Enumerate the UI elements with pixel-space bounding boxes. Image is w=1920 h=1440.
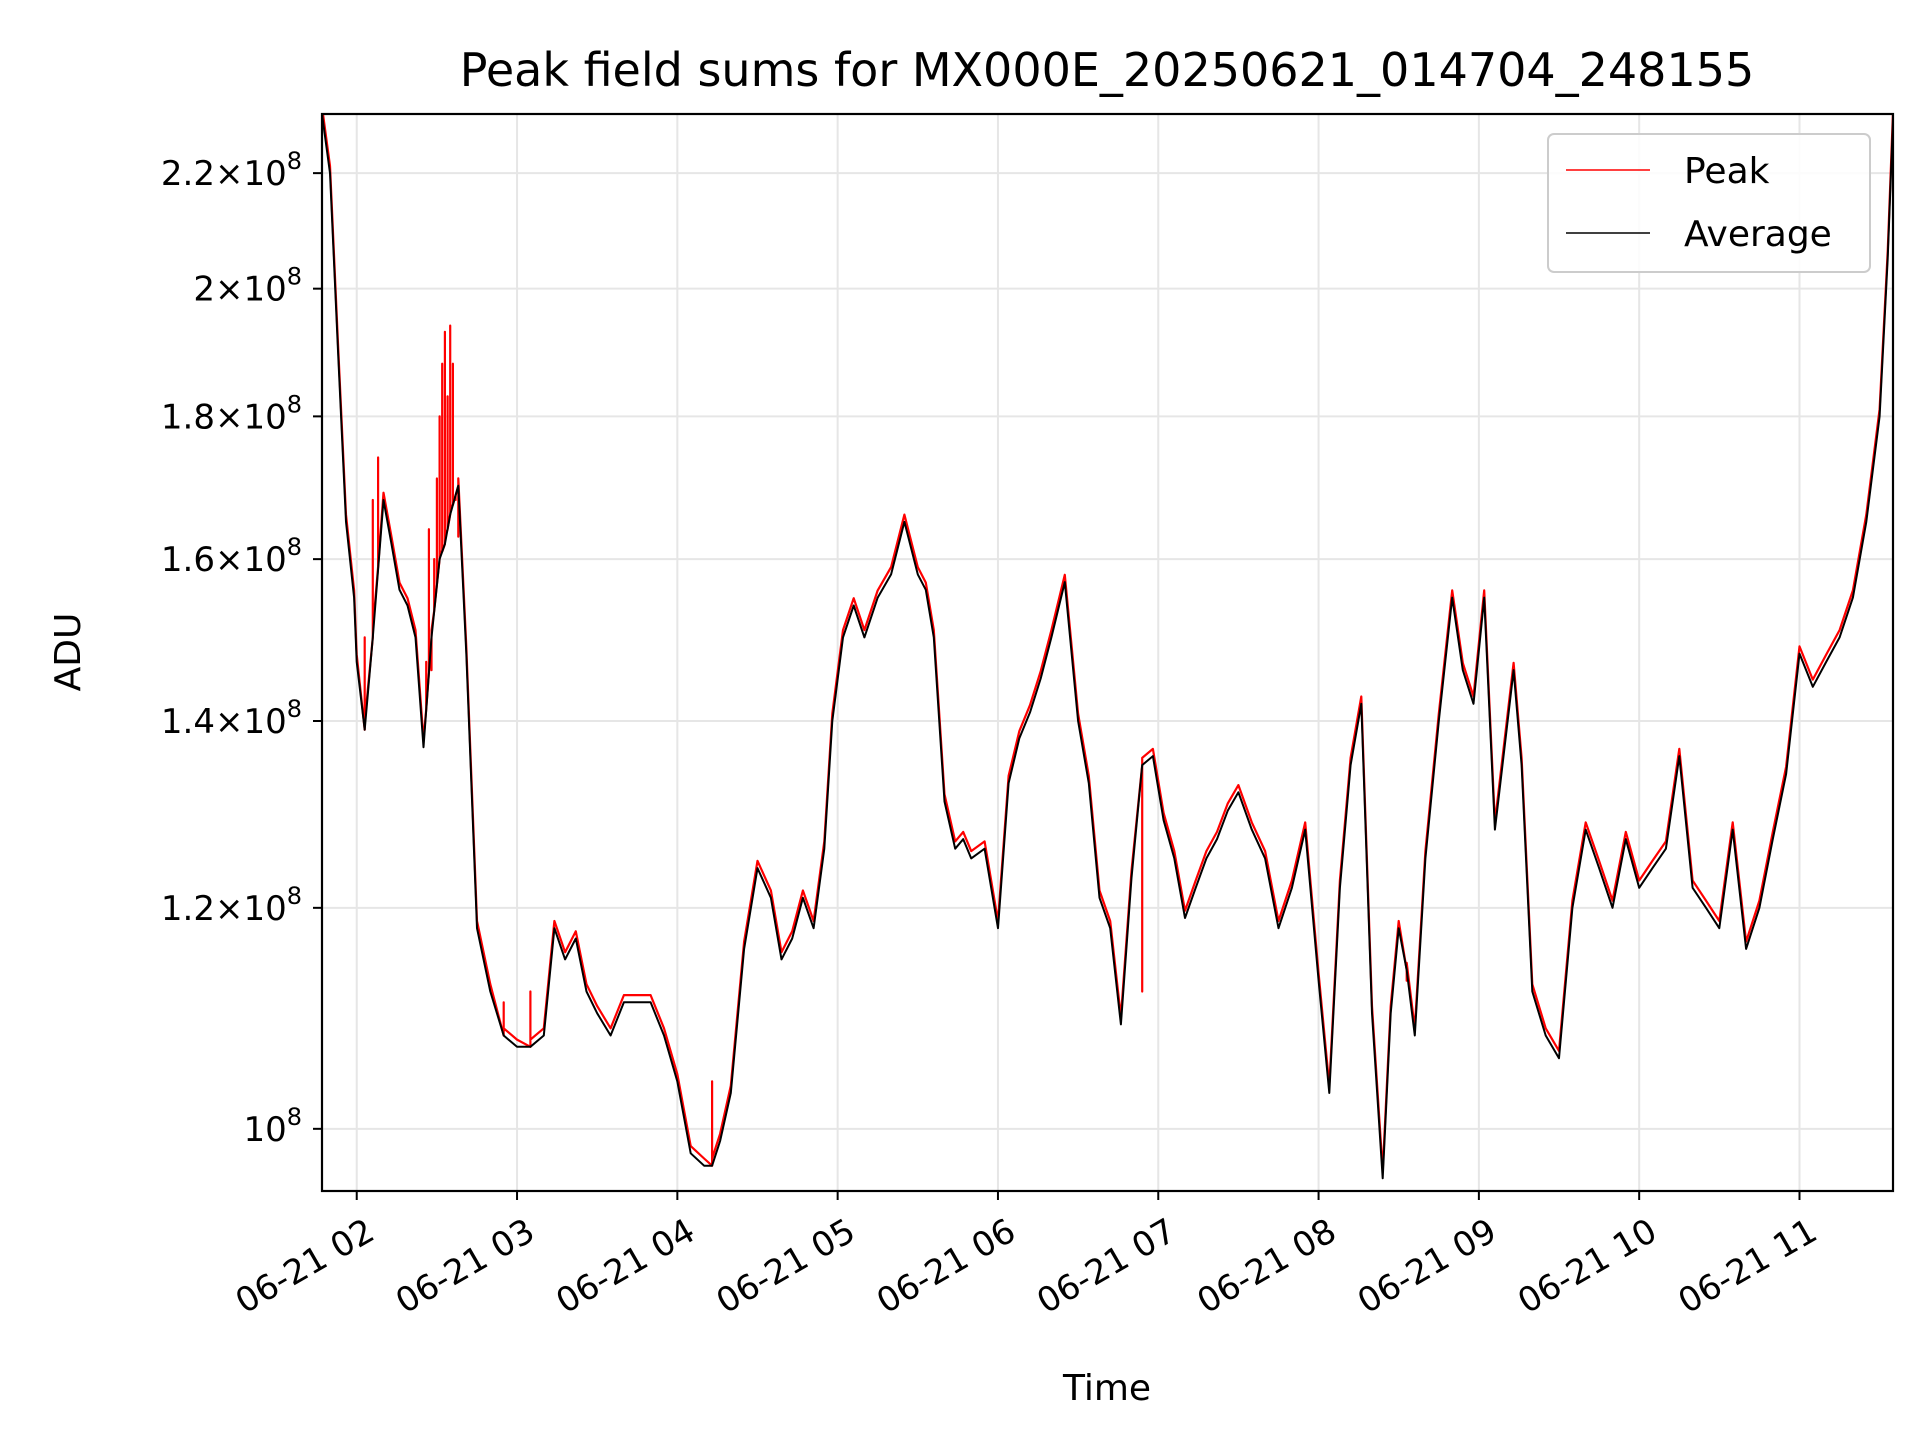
y-tick-label: 108	[243, 1103, 302, 1150]
x-tick-label: 06-21 08	[1191, 1211, 1343, 1322]
y-tick-label: 1.4×108	[161, 695, 302, 742]
y-axis-label: ADU	[48, 613, 89, 692]
legend-label-average: Average	[1684, 214, 1832, 255]
x-tick-label: 06-21 06	[870, 1211, 1022, 1322]
series-layer	[322, 114, 1893, 1180]
x-tick-label: 06-21 04	[549, 1211, 701, 1322]
x-tick-label: 06-21 09	[1351, 1211, 1503, 1322]
x-tick-label: 06-21 03	[389, 1211, 541, 1322]
x-axis-label: Time	[1062, 1368, 1151, 1409]
plot-frame	[320, 112, 1895, 1193]
legend-label-peak: Peak	[1684, 151, 1770, 192]
series-line-average	[322, 114, 1893, 1180]
plot-background	[322, 114, 1893, 1191]
legend: Peak Average	[1547, 133, 1871, 273]
x-tick-label: 06-21 02	[229, 1211, 381, 1322]
x-tick-label: 06-21 11	[1672, 1211, 1824, 1322]
y-tick-label: 2×108	[193, 263, 302, 310]
y-tick-label: 1.6×108	[161, 533, 302, 580]
x-tick-label: 06-21 05	[710, 1211, 862, 1322]
y-tick-label: 2.2×108	[161, 147, 302, 194]
y-tick-label: 1.2×108	[161, 882, 302, 929]
x-tick-label: 06-21 10	[1511, 1211, 1663, 1322]
legend-box	[1547, 133, 1871, 273]
x-tick-label: 06-21 07	[1030, 1211, 1182, 1322]
y-tick-label: 1.8×108	[161, 390, 302, 437]
chart-title: Peak field sums for MX000E_20250621_0147…	[460, 43, 1755, 97]
series-line-peak	[322, 114, 1893, 1173]
grid	[322, 114, 1893, 1191]
